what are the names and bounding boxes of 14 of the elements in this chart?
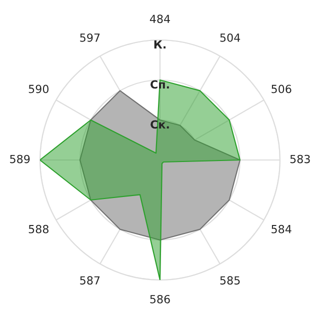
spoke-label: 587 bbox=[80, 276, 100, 285]
spoke-label: 585 bbox=[220, 276, 240, 285]
spoke-label: 504 bbox=[220, 33, 240, 42]
spoke-label: 586 bbox=[150, 294, 170, 304]
y-tick-label: Ск. bbox=[150, 120, 169, 129]
spoke-label: 584 bbox=[272, 224, 292, 234]
spoke-label: 590 bbox=[28, 84, 48, 94]
spoke-label: 484 bbox=[150, 14, 170, 24]
y-tick-label: К. bbox=[154, 40, 166, 48]
spoke-label: 506 bbox=[272, 84, 292, 94]
spoke-label: 597 bbox=[80, 33, 100, 42]
spoke-label: 589 bbox=[10, 154, 30, 164]
spoke-label: 583 bbox=[290, 154, 310, 164]
spoke-label: 588 bbox=[28, 224, 48, 234]
